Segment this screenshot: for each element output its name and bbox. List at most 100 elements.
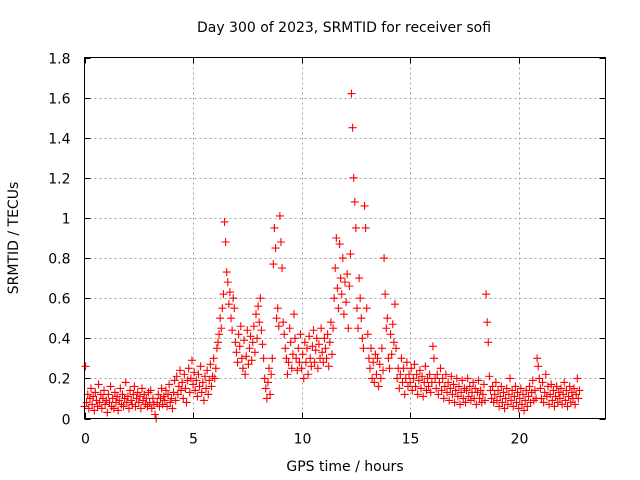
data-point — [304, 370, 313, 379]
data-point — [431, 374, 440, 383]
data-point — [187, 356, 196, 365]
data-point — [171, 396, 180, 405]
data-point — [567, 388, 576, 397]
data-point — [461, 398, 470, 407]
data-point — [158, 400, 167, 409]
data-point — [106, 382, 115, 391]
data-point — [128, 400, 137, 409]
data-point — [212, 344, 221, 353]
data-point — [545, 400, 554, 409]
data-point — [303, 344, 312, 353]
data-point — [403, 382, 412, 391]
data-point — [573, 374, 582, 383]
data-point — [168, 404, 177, 413]
data-point — [297, 364, 306, 373]
data-point — [321, 344, 330, 353]
data-point — [469, 378, 478, 387]
data-point — [293, 366, 302, 375]
data-point — [151, 410, 160, 419]
data-point — [481, 396, 490, 405]
data-point — [327, 350, 336, 359]
data-point — [512, 398, 521, 407]
data-point — [284, 358, 293, 367]
data-point — [207, 382, 216, 391]
data-point — [339, 310, 348, 319]
data-point — [270, 223, 279, 232]
y-tick-label: 1.4 — [48, 132, 70, 148]
data-point — [413, 390, 422, 399]
data-point — [123, 392, 132, 401]
data-point — [346, 250, 355, 259]
data-point — [543, 382, 552, 391]
data-point — [525, 382, 534, 391]
data-point — [147, 404, 156, 413]
data-point — [135, 392, 144, 401]
data-point — [103, 408, 112, 417]
data-point — [170, 376, 179, 385]
data-point — [236, 322, 245, 331]
data-point — [465, 382, 474, 391]
data-point — [296, 330, 305, 339]
data-point — [318, 348, 327, 357]
data-point — [145, 398, 154, 407]
data-point — [217, 324, 226, 333]
data-point — [125, 404, 134, 413]
x-tick-label: 0 — [81, 432, 90, 448]
data-point — [81, 362, 90, 371]
data-point — [263, 378, 272, 387]
data-point — [504, 390, 513, 399]
x-tick-label: 5 — [189, 432, 198, 448]
data-point — [182, 398, 191, 407]
data-point — [155, 402, 164, 411]
data-point — [127, 396, 136, 405]
data-point — [459, 394, 468, 403]
data-point — [447, 372, 456, 381]
data-point — [372, 370, 381, 379]
data-point — [496, 392, 505, 401]
data-point — [197, 388, 206, 397]
data-point — [194, 370, 203, 379]
data-point — [462, 386, 471, 395]
data-point — [205, 376, 214, 385]
data-point — [350, 197, 359, 206]
data-point — [323, 330, 332, 339]
data-point — [501, 394, 510, 403]
data-point — [246, 332, 255, 341]
data-point — [258, 340, 267, 349]
data-point — [370, 378, 379, 387]
data-point — [420, 378, 429, 387]
data-point — [282, 354, 291, 363]
data-point — [269, 260, 278, 269]
data-point — [484, 338, 493, 347]
data-point — [222, 268, 231, 277]
data-point — [167, 394, 176, 403]
data-point — [412, 370, 421, 379]
data-point — [136, 404, 145, 413]
data-point — [450, 398, 459, 407]
data-point — [510, 392, 519, 401]
data-point — [143, 402, 152, 411]
data-point — [398, 378, 407, 387]
data-point — [248, 338, 257, 347]
data-point — [115, 396, 124, 405]
data-point — [126, 386, 135, 395]
data-point — [482, 290, 491, 299]
data-point — [534, 362, 543, 371]
data-point — [562, 386, 571, 395]
data-point — [508, 386, 517, 395]
data-point — [289, 310, 298, 319]
data-point — [134, 398, 143, 407]
data-point — [558, 400, 567, 409]
data-point — [176, 366, 185, 375]
data-point — [428, 342, 437, 351]
data-point — [425, 370, 434, 379]
data-point — [278, 264, 287, 273]
data-point — [335, 240, 344, 249]
data-point — [478, 390, 487, 399]
data-point — [437, 386, 446, 395]
data-point — [313, 364, 322, 373]
data-point — [519, 390, 528, 399]
data-point — [256, 294, 265, 303]
data-point — [533, 354, 542, 363]
data-point — [180, 370, 189, 379]
